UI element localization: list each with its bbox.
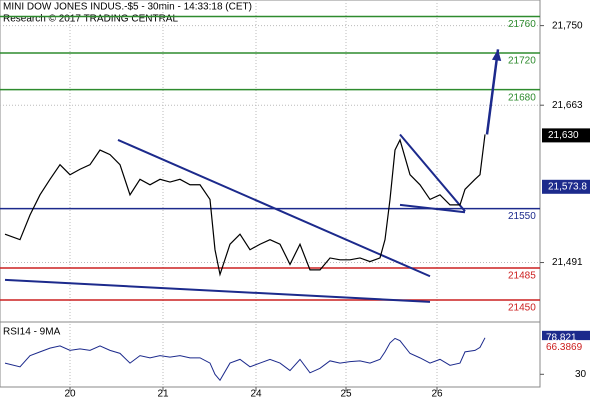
price-line bbox=[4, 134, 486, 277]
price-badge-label: 21,630 bbox=[548, 130, 579, 141]
y-tick-label: 21,491 bbox=[552, 257, 583, 268]
arrow-shaft bbox=[485, 49, 500, 135]
trendline bbox=[4, 278, 431, 303]
rsi-badge-label: 66.3869 bbox=[546, 342, 583, 353]
trendline bbox=[399, 133, 466, 212]
level-label: 21485 bbox=[508, 271, 536, 282]
trendline bbox=[117, 139, 431, 278]
x-tick-label: 26 bbox=[431, 389, 443, 400]
y-tick-label: 21,663 bbox=[552, 100, 583, 111]
level-label: 21680 bbox=[508, 92, 536, 103]
level-label: 21550 bbox=[508, 211, 536, 222]
rsi-tick-label: 30 bbox=[575, 369, 587, 380]
rsi-line bbox=[4, 337, 486, 382]
x-tick-label: 20 bbox=[64, 389, 76, 400]
arrow-head bbox=[491, 49, 502, 61]
chart-subtitle: Research © 2017 TRADING CENTRAL bbox=[3, 14, 178, 25]
x-tick-label: 24 bbox=[250, 389, 262, 400]
trendline bbox=[399, 203, 466, 214]
level-label: 21720 bbox=[508, 56, 536, 67]
plot-frame bbox=[0, 0, 541, 388]
rsi-badge bbox=[542, 340, 590, 355]
rsi-badge-label: 78.821 bbox=[546, 332, 577, 343]
rsi-label: RSI14 - 9MA bbox=[3, 327, 61, 338]
level-label: 21760 bbox=[508, 19, 536, 30]
x-tick-label: 25 bbox=[340, 389, 352, 400]
chart-title: MINI DOW JONES INDUS.-$5 - 30min - 14:33… bbox=[3, 2, 252, 13]
price-badge bbox=[542, 179, 590, 194]
price-badge bbox=[542, 128, 590, 143]
x-tick-label: 21 bbox=[157, 389, 169, 400]
price-badge-label: 21,573.8 bbox=[548, 181, 587, 192]
level-label: 21450 bbox=[508, 303, 536, 314]
y-tick-label: 21,750 bbox=[552, 20, 583, 31]
